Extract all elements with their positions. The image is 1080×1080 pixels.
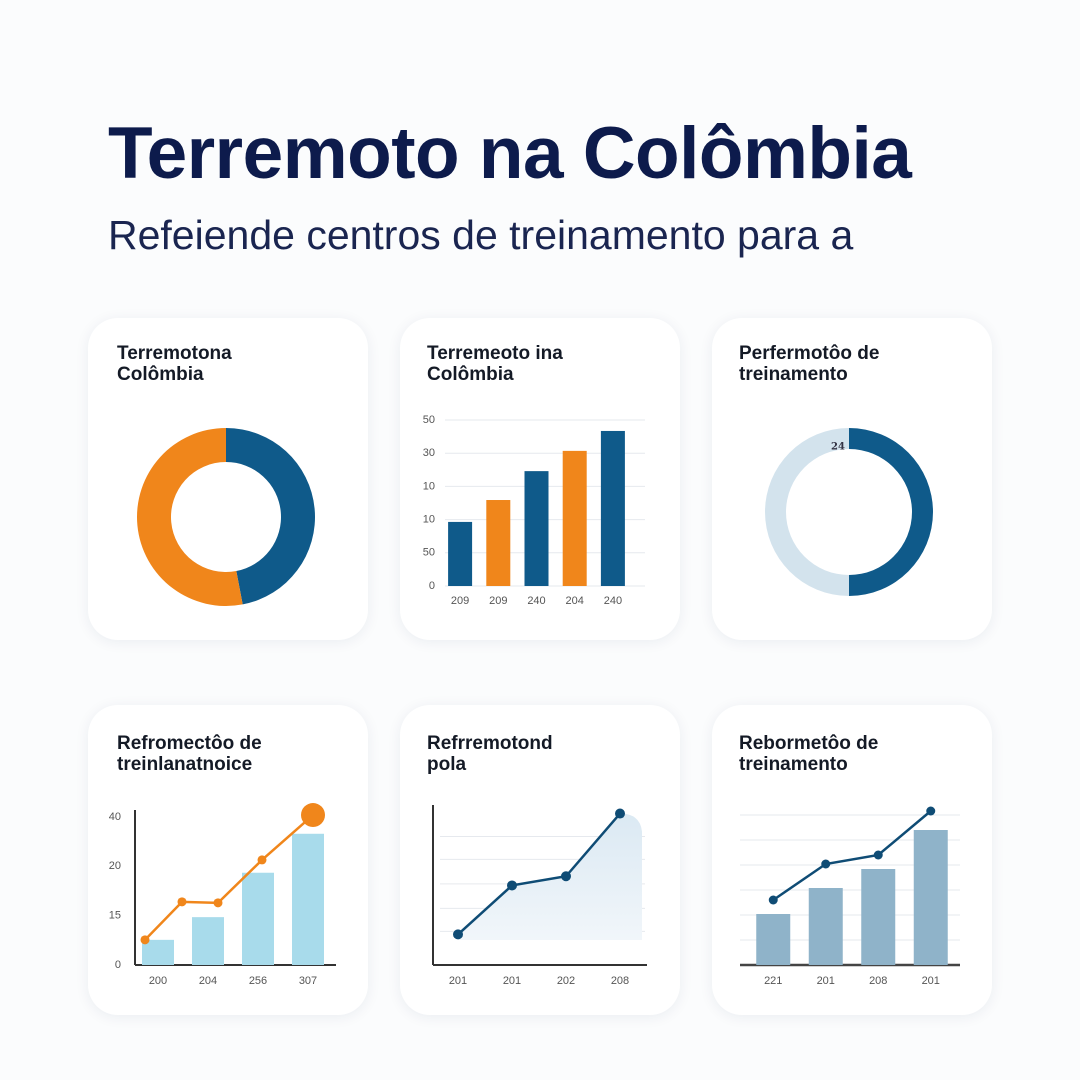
y-tick-label: 10 <box>423 514 435 526</box>
x-tick-label: 200 <box>149 975 167 987</box>
x-tick-label: 208 <box>611 975 629 987</box>
x-tick-label: 201 <box>503 975 521 987</box>
line-point <box>926 806 936 816</box>
chart-title: Rebormetôo de treinamento <box>739 733 879 775</box>
x-tick-label: 208 <box>869 975 887 987</box>
x-tick-label: 201 <box>449 975 467 987</box>
donut-segment <box>226 428 316 605</box>
chart-title: Refrremotond pola <box>427 733 553 775</box>
x-tick-label: 204 <box>566 595 584 607</box>
bar <box>808 888 843 965</box>
bar <box>913 830 948 965</box>
bar <box>756 914 791 965</box>
bar <box>524 471 549 586</box>
page-subtitle: Refeiende centros de treinamento para a <box>108 212 854 258</box>
x-tick-label: 209 <box>489 595 507 607</box>
bar <box>861 869 896 965</box>
x-tick-label: 256 <box>249 975 267 987</box>
y-tick-label: 20 <box>109 860 121 872</box>
area <box>458 813 642 940</box>
chart-title: Terremotona Colômbia <box>117 343 232 385</box>
line <box>457 812 621 936</box>
line-point <box>453 929 463 940</box>
line-point <box>768 895 778 905</box>
y-tick-label: 40 <box>109 811 121 823</box>
line-point <box>301 803 325 828</box>
annotation: 24 <box>831 442 845 453</box>
x-tick-label: 221 <box>764 975 782 987</box>
line-point <box>561 871 571 882</box>
chart-title: Terremeoto ina Colômbia <box>427 343 563 385</box>
x-tick-label: 201 <box>922 975 940 987</box>
bar <box>600 430 625 586</box>
donut-segment <box>765 428 849 596</box>
bar <box>448 521 473 586</box>
y-tick-label: 0 <box>429 580 435 592</box>
bar <box>562 450 587 586</box>
bar <box>192 917 224 965</box>
bar <box>242 872 274 965</box>
y-tick-label: 50 <box>423 414 435 426</box>
line <box>772 810 932 902</box>
x-tick-label: 201 <box>817 975 835 987</box>
chart-title: Perfermotôo de treinamento <box>739 343 880 385</box>
line-point <box>257 855 267 865</box>
y-tick-label: 15 <box>109 910 121 922</box>
line-point <box>507 880 517 891</box>
x-tick-label: 202 <box>557 975 575 987</box>
bar <box>292 833 324 965</box>
bar <box>142 939 174 965</box>
line-point <box>615 808 625 819</box>
donut-segment <box>137 428 243 606</box>
y-tick-label: 0 <box>115 959 121 971</box>
bar <box>486 500 511 586</box>
y-tick-label: 10 <box>423 480 435 492</box>
x-tick-label: 204 <box>199 975 217 987</box>
page-title: Terremoto na Colômbia <box>108 113 912 194</box>
y-tick-label: 50 <box>423 547 435 559</box>
x-tick-label: 240 <box>527 595 545 607</box>
donut-segment <box>849 428 933 596</box>
y-tick-label: 30 <box>423 447 435 459</box>
line-point <box>213 898 223 908</box>
x-tick-label: 209 <box>451 595 469 607</box>
line-point <box>177 897 187 907</box>
chart-title: Refromectôo de treinlanatnoice <box>117 733 262 775</box>
x-tick-label: 240 <box>604 595 622 607</box>
line-point <box>140 935 150 945</box>
line-point <box>873 850 883 860</box>
line-point <box>821 859 831 869</box>
x-tick-label: 307 <box>299 975 317 987</box>
line <box>144 814 314 941</box>
